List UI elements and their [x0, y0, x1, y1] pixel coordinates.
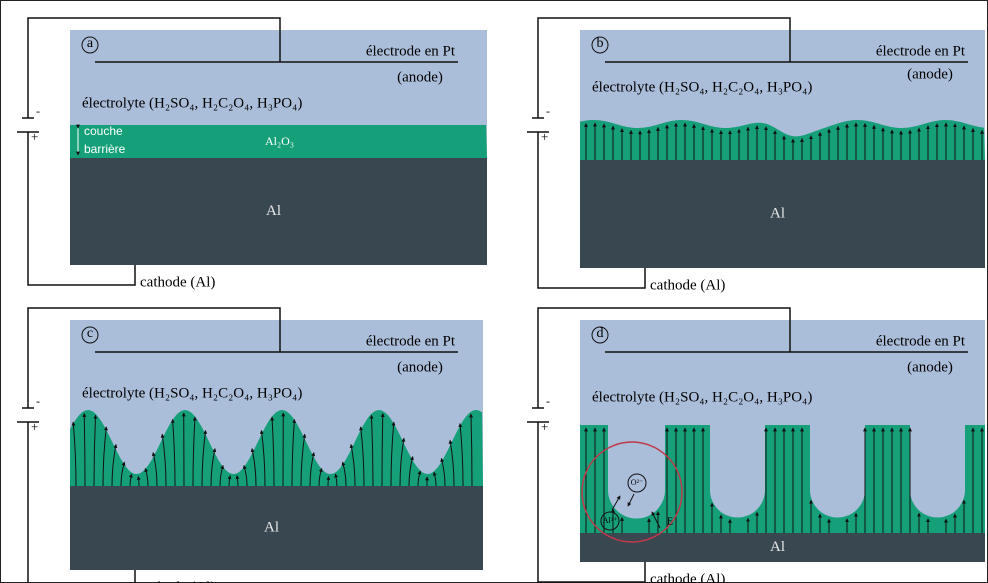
electrolyte-label: électrolyte (H₂SO₄, H₂C₂O₄, H₃PO₄): [592, 79, 812, 95]
electrolyte-label: électrolyte (H₂SO₄, H₂C₂O₄, H₃PO₄): [82, 95, 302, 111]
metal-label: Al: [770, 539, 785, 555]
panel: - + a électrode en Pt (anode) électrolyte (H₂…: [17, 18, 487, 290]
pore: [608, 425, 665, 519]
field-label: E: [667, 516, 673, 527]
panel-label: d: [597, 326, 604, 341]
anode-label: (anode): [397, 69, 443, 85]
panel-label: c: [87, 326, 93, 341]
cathode-label: cathode (Al): [650, 277, 725, 293]
battery-plus: +: [31, 129, 38, 144]
electrolyte-label: électrolyte (H₂SO₄, H₂C₂O₄, H₃PO₄): [82, 385, 302, 401]
electrolyte-label: électrolyte (H₂SO₄, H₂C₂O₄, H₃PO₄): [592, 389, 812, 405]
metal-label: Al: [770, 205, 785, 221]
anode-label: (anode): [907, 66, 953, 82]
metal-label: Al: [264, 519, 279, 535]
barrier-label: couche: [84, 124, 123, 138]
anode-label: (anode): [907, 359, 953, 375]
electrode-label: électrode en Pt: [876, 43, 966, 59]
pore: [910, 425, 965, 518]
battery-plus: +: [31, 419, 38, 434]
ion-al: Al³⁺: [603, 516, 618, 525]
panel-label: a: [87, 36, 94, 51]
panel: - + c électrode en Pt (anode) électrolyte (H₂…: [17, 308, 483, 583]
battery-plus: +: [541, 419, 548, 434]
battery-minus: -: [546, 104, 550, 118]
metal-label: Al: [266, 203, 281, 219]
battery-minus: -: [36, 104, 40, 118]
diagram: - + a électrode en Pt (anode) électrolyte (H₂…: [0, 0, 988, 583]
ion-o: O²⁻: [631, 478, 643, 487]
pore: [710, 425, 765, 518]
battery-plus: +: [541, 129, 548, 144]
anode-label: (anode): [397, 359, 443, 375]
battery-minus: -: [36, 394, 40, 408]
cathode-label: cathode (Al): [140, 274, 215, 290]
pore: [810, 425, 865, 518]
panel-label: b: [597, 36, 604, 51]
panel: - + b électrode en Pt (anode) électrolyte (H₂…: [527, 18, 985, 293]
electrode-label: électrode en Pt: [876, 333, 966, 349]
battery-minus: -: [546, 394, 550, 408]
panel: - + d électrode en Pt (anode) électrolyte (H₂…: [527, 308, 985, 583]
cathode-label: cathode (Al): [650, 571, 725, 583]
cathode-label: cathode (Al): [140, 579, 215, 583]
electrode-label: électrode en Pt: [366, 333, 456, 349]
barrier-label: barrière: [84, 142, 126, 156]
oxide-label: Al₂O₃: [265, 134, 294, 148]
electrode-label: électrode en Pt: [366, 43, 456, 59]
